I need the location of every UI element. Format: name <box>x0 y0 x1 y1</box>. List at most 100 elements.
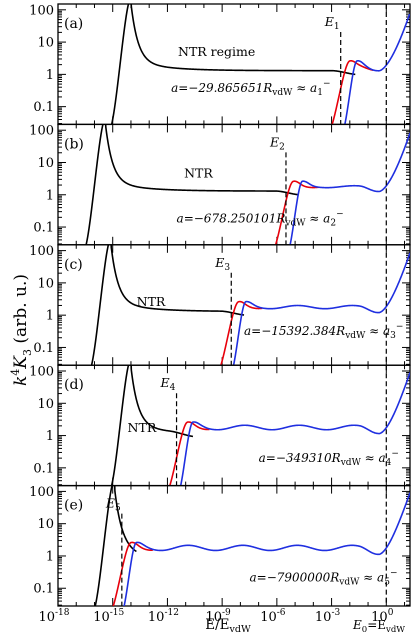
panel-label: (a) <box>64 16 83 32</box>
y-tick-label: 0.1 <box>33 100 54 115</box>
y-label-unit: (arb. u.) <box>11 274 31 349</box>
y-tick-label: 10 <box>37 156 54 171</box>
annot-index: 3 <box>390 331 396 341</box>
y-tick-label: 100 <box>29 485 54 500</box>
annot-approx: ≈ a <box>359 571 384 585</box>
x-tick-pow: -6 <box>277 608 286 618</box>
x-tick-label: 10-3 <box>315 608 341 625</box>
ntr-label: NTR <box>128 420 157 435</box>
annot-sub: vdW <box>284 218 306 228</box>
annot-sub: vdW <box>344 331 366 341</box>
e0-label: E0=EvdW <box>352 618 405 635</box>
y-tick-label: 0.1 <box>33 221 54 236</box>
x-tick-pow: -9 <box>222 608 231 618</box>
ntr-curve <box>110 4 356 125</box>
scattering-length-annotation: a=−29.865651RvdW ≈ a1− <box>171 79 330 98</box>
x-tick-pow: -3 <box>331 608 340 618</box>
y-tick-label: 1 <box>46 309 54 324</box>
annot-index: 4 <box>386 458 392 468</box>
panel-curves <box>94 485 410 607</box>
panel-label: (e) <box>64 498 83 514</box>
y-label-k-sup: 4 <box>9 369 22 376</box>
x-tick-pow: -12 <box>164 608 179 618</box>
annot-sup: − <box>323 79 331 89</box>
x-tick-labels: 10-18 10-15 10-12 10-9 10-6 10-3 100 <box>38 608 393 625</box>
y-tick-label: 10 <box>37 276 54 291</box>
scattering-length-annotation: a=−678.250101RvdW ≈ a2− <box>177 209 344 228</box>
panel-label: (c) <box>64 257 83 273</box>
blue-curve <box>289 132 410 245</box>
annot-approx: ≈ a <box>361 451 386 465</box>
marker-label: E3 <box>214 255 230 273</box>
x-tick-pow: 0 <box>388 608 394 618</box>
e0-label-mid: =E <box>367 618 386 632</box>
annot-approx: ≈ a <box>292 81 317 95</box>
red-curve <box>169 421 210 486</box>
marker-label: E2 <box>269 134 285 152</box>
y-tick-label: 1 <box>46 68 54 83</box>
ntr-curve <box>85 124 299 245</box>
annot-sub: vdW <box>338 578 360 588</box>
marker-sub: 5 <box>115 504 121 514</box>
panel-label: (b) <box>64 136 84 152</box>
annot-approx: ≈ a <box>305 211 330 225</box>
annot-sup: − <box>391 449 399 459</box>
x-tick-label: 10-12 <box>148 608 179 625</box>
marker-base: E <box>160 375 170 390</box>
panel-curves <box>110 4 410 125</box>
y-tick-label: 10 <box>37 36 54 51</box>
marker-sub: 1 <box>334 22 340 32</box>
ntr-curve <box>90 244 245 366</box>
scattering-length-annotation: a=−15392.384RvdW ≈ a3− <box>244 322 403 341</box>
scattering-length-annotation: a=−349310RvdW ≈ a4− <box>259 449 399 468</box>
y-tick-label: 100 <box>29 365 54 380</box>
ntr-label: NTR <box>137 294 166 309</box>
y-tick-label: 10 <box>37 397 54 412</box>
annot-sub: vdW <box>340 458 362 468</box>
x-tick-label: 100 <box>371 608 394 625</box>
panel-curves <box>110 365 410 486</box>
y-tick-label: 10 <box>37 517 54 532</box>
annot-value: a=−7900000R <box>250 571 340 585</box>
x-tick-label: 10-18 <box>38 608 69 625</box>
panel-curves <box>90 244 410 366</box>
x-tick-base: 10 <box>260 610 277 625</box>
annot-value: a=−349310R <box>259 451 341 465</box>
e0-label-sub0: 0 <box>362 625 367 635</box>
y-tick-label: 1 <box>46 188 54 203</box>
panel-label: (d) <box>64 377 84 393</box>
x-label-main: E/E <box>205 617 229 633</box>
x-tick-base: 10 <box>93 610 110 625</box>
y-tick-label: 0.1 <box>33 461 54 476</box>
annot-sub: vdW <box>271 88 293 98</box>
annot-value: a=−29.865651R <box>171 81 272 95</box>
y-tick-label: 0.1 <box>33 341 54 356</box>
annot-approx: ≈ a <box>365 324 390 338</box>
blue-curve <box>344 13 410 125</box>
marker-sub: 2 <box>279 142 285 152</box>
y-label-K: K <box>11 355 31 370</box>
marker-label: E4 <box>160 375 176 393</box>
red-curve <box>274 180 319 245</box>
x-tick-label: 10-6 <box>260 608 286 625</box>
e0-label-sub1: vdW <box>385 625 405 635</box>
annot-sup: − <box>336 209 344 219</box>
ntr-label: NTR regime <box>178 44 255 59</box>
y-label-k: k <box>11 376 31 386</box>
annot-value: a=−15392.384R <box>244 324 345 338</box>
annot-sup: − <box>396 322 404 332</box>
x-tick-pow: -15 <box>110 608 125 618</box>
y-tick-label: 1 <box>46 549 54 564</box>
annot-index: 1 <box>317 88 323 98</box>
marker-label: E1 <box>324 14 340 32</box>
marker-base: E <box>269 134 279 149</box>
blue-curve <box>179 372 410 486</box>
marker-base: E <box>214 255 224 270</box>
annot-index: 2 <box>330 218 336 228</box>
x-tick-pow: -18 <box>55 608 70 618</box>
